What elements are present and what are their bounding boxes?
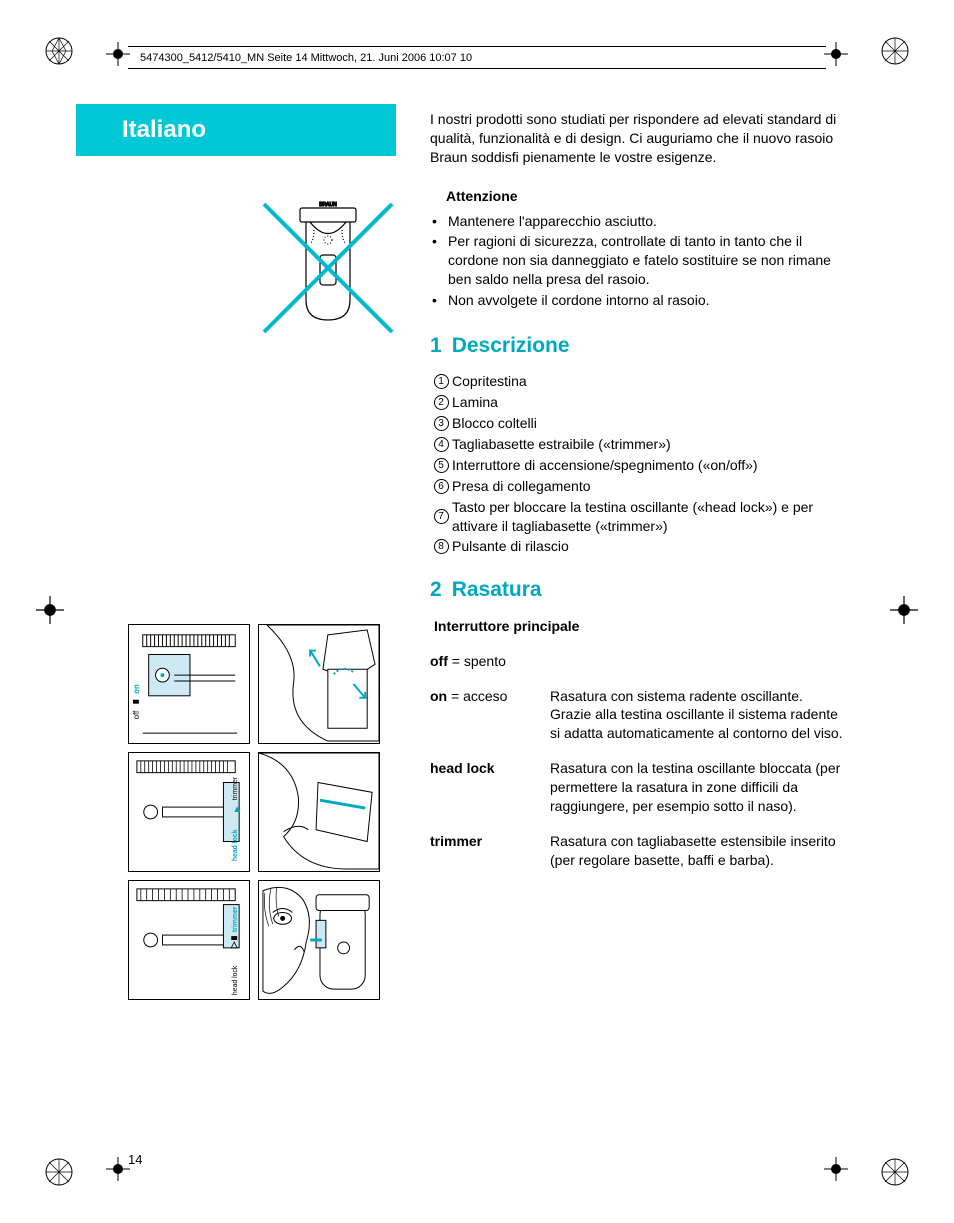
svg-text:trimmer: trimmer [232,776,239,800]
bullet-item: •Per ragioni di sicurezza, controllate d… [432,232,850,289]
svg-text:on: on [132,684,141,694]
language-banner-edge [76,104,110,156]
crosshair-icon [824,1157,848,1181]
registration-mark-icon [44,1157,74,1187]
language-label: Italiano [122,116,206,144]
switch-off-row: off = spento [430,652,850,671]
registration-mark-icon [44,36,74,66]
desc-item: 3Blocco coltelli [430,414,850,433]
desc-item: 2Lamina [430,393,850,412]
svg-text:trimmer: trimmer [232,906,239,932]
diagram-switch-on: off on [128,624,250,744]
header-rule [128,46,826,47]
diagram-switch-trimmer: head lock trimmer [128,880,250,1000]
desc-item: 4Tagliabasette estraibile («trimmer») [430,435,850,454]
crosshair-icon [106,1157,130,1181]
svg-text:BRAUN: BRAUN [319,202,337,208]
diagram-sideburn-trim [258,880,380,1000]
diagram-grid: off on [128,624,380,1000]
manual-page: 5474300_5412/5410_MN Seite 14 Mittwoch, … [0,0,954,1223]
svg-text:off: off [132,710,141,719]
header-rule [128,68,826,69]
intro-paragraph: I nostri prodotti sono studiati per risp… [430,110,850,167]
crosshair-icon [890,596,918,624]
registration-mark-icon [880,1157,910,1187]
desc-item: 8Pulsante di rilascio [430,537,850,556]
desc-item: 6Presa di collegamento [430,477,850,496]
switch-headlock-row: head lock Rasatura con la testina oscill… [430,759,850,816]
attention-heading: Attenzione [446,187,850,206]
content-column: I nostri prodotti sono studiati per risp… [430,110,850,886]
crosshair-icon [824,42,848,66]
diagram-under-nose [258,752,380,872]
attention-list: •Mantenere l'apparecchio asciutto. •Per … [432,212,850,310]
crosshair-icon [36,596,64,624]
page-number: 14 [128,1152,142,1167]
switch-mode-list: on = acceso Rasatura con sistema radente… [430,687,850,870]
crosshair-icon [106,42,130,66]
diagram-face-oscillate [258,624,380,744]
svg-text:head lock: head lock [232,965,239,995]
bullet-item: •Mantenere l'apparecchio asciutto. [432,212,850,231]
bullet-item: •Non avvolgete il cordone intorno al ras… [432,291,850,310]
description-list: 1Copritestina 2Lamina 3Blocco coltelli 4… [430,372,850,556]
warning-illustration: BRAUN [260,200,396,336]
registration-mark-icon [880,36,910,66]
desc-item: 5Interruttore di accensione/spegnimento … [430,456,850,475]
svg-text:head lock: head lock [232,829,239,861]
desc-item: 1Copritestina [430,372,850,391]
section-heading-1: 1Descrizione [430,332,850,360]
diagram-switch-headlock: head lock trimmer [128,752,250,872]
language-banner: Italiano [108,104,396,156]
switch-trimmer-row: trimmer Rasatura con tagliabasette esten… [430,832,850,870]
switch-on-row: on = acceso Rasatura con sistema radente… [430,687,850,744]
section-heading-2: 2Rasatura [430,576,850,604]
desc-item: 7Tasto per bloccare la testina oscillant… [430,498,850,536]
header-meta: 5474300_5412/5410_MN Seite 14 Mittwoch, … [140,52,472,64]
subheading: Interruttore principale [434,617,850,636]
